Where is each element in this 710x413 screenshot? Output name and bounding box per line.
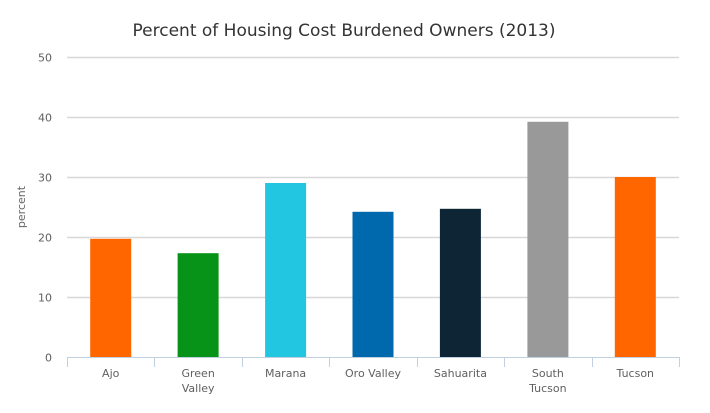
x-axis: [67, 357, 680, 367]
x-tick-label: Sahuarita: [434, 367, 487, 380]
y-tick-label: 30: [38, 172, 52, 185]
y-tick-label: 10: [38, 292, 52, 305]
x-tick-label: Marana: [265, 367, 306, 380]
bar-marana[interactable]: [265, 183, 307, 357]
gridlines: [67, 56, 679, 299]
y-axis-label: percent: [15, 185, 28, 228]
x-tick-label: South Tucson: [528, 367, 567, 395]
x-tick-label: Oro Valley: [345, 367, 401, 380]
bar-oro-valley[interactable]: [352, 211, 394, 357]
x-tick-label: Ajo: [102, 367, 120, 380]
chart-title: Percent of Housing Cost Burdened Owners …: [133, 21, 556, 41]
y-tick-label: 0: [45, 352, 52, 365]
bar-tucson[interactable]: [614, 177, 656, 357]
bar-south-tucson[interactable]: [527, 121, 569, 357]
y-tick-label: 40: [38, 112, 52, 125]
y-axis-ticks: 0 10 20 30 40 50: [38, 52, 52, 365]
y-tick-label: 20: [38, 232, 52, 245]
x-tick-label: Green Valley: [181, 367, 215, 395]
x-tick-label: Tucson: [616, 367, 655, 380]
bars: [90, 121, 656, 357]
x-axis-labels: Ajo Green Valley Marana Oro Valley Sahuarita S…: [102, 367, 654, 395]
bar-green-valley[interactable]: [177, 253, 219, 357]
bar-ajo[interactable]: [90, 238, 132, 357]
y-tick-label: 50: [38, 52, 52, 65]
bar-sahuarita[interactable]: [439, 208, 481, 357]
